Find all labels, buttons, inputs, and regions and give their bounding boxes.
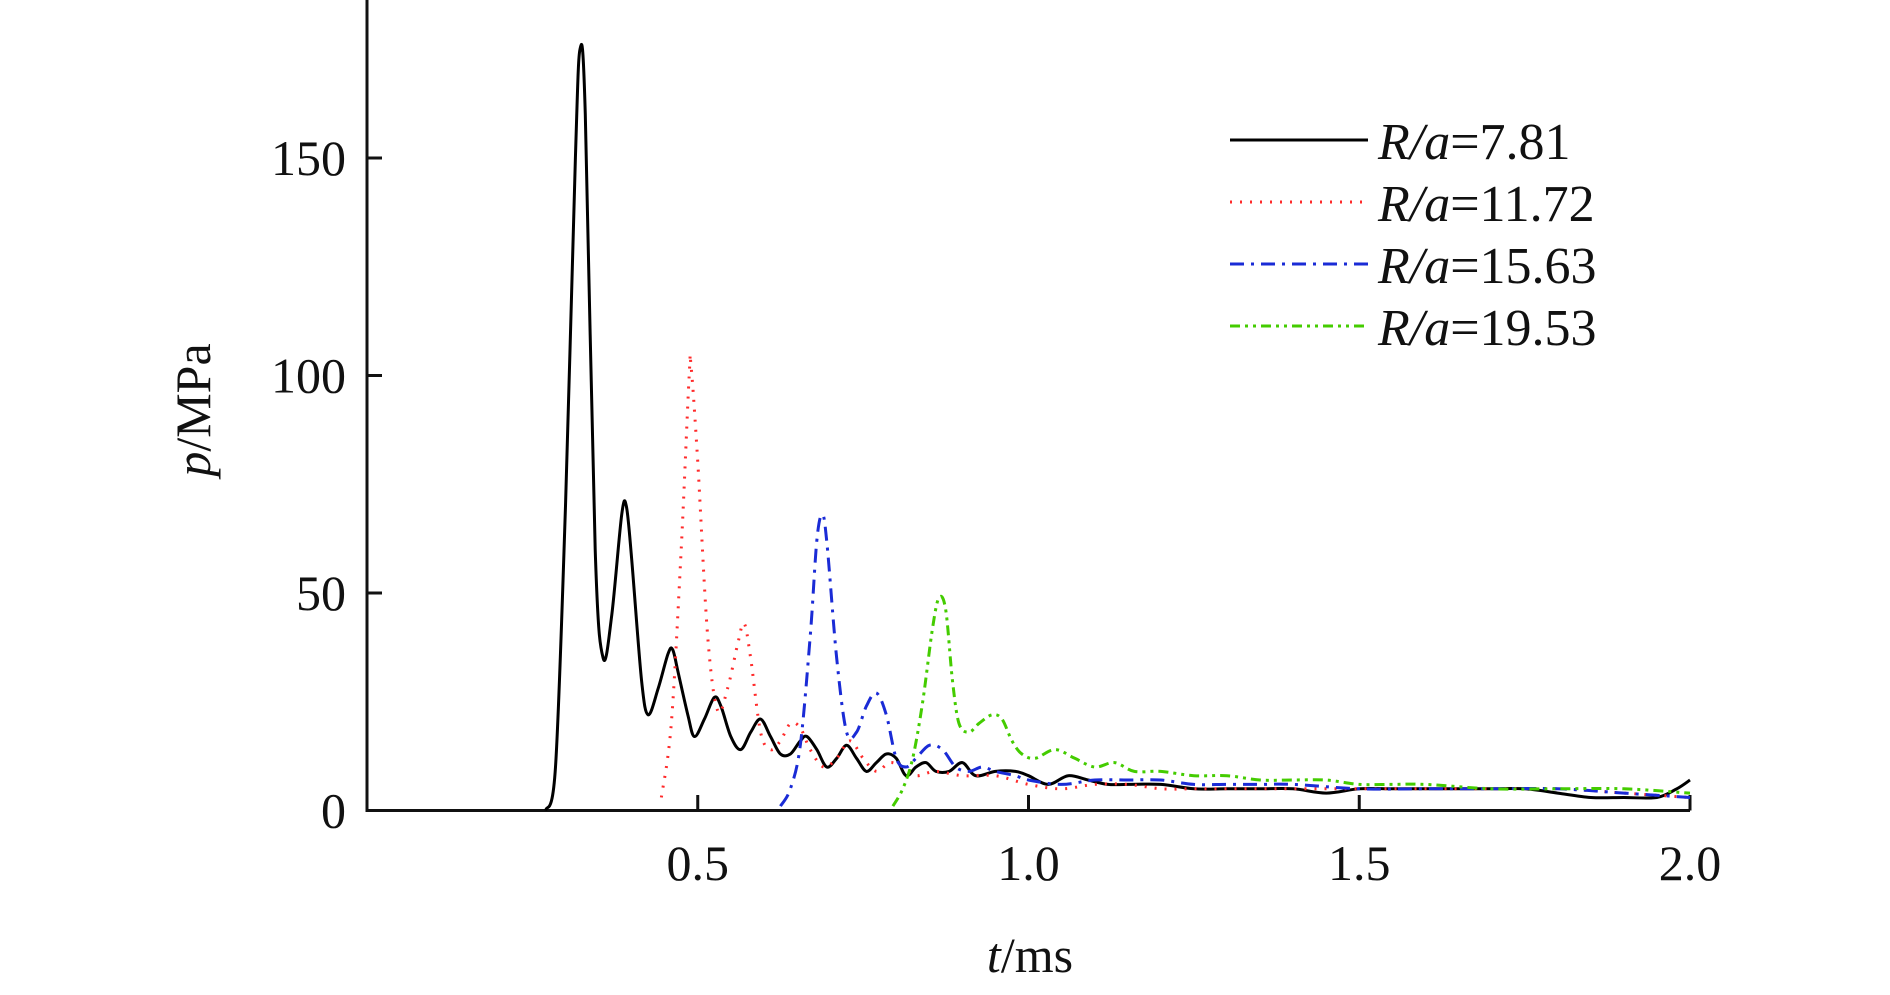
legend-label-3: R/a=19.53 <box>1377 300 1597 357</box>
legend-var: R/a <box>1377 176 1450 233</box>
y-tick-label: 50 <box>296 565 346 621</box>
legend-var: R/a <box>1377 114 1450 171</box>
x-ticks: 0.5 1.0 1.5 2.0 <box>667 795 1722 891</box>
legend-label-0: R/a=7.81 <box>1377 114 1571 171</box>
legend: R/a=7.81R/a=11.72R/a=15.63R/a=19.53 <box>1230 114 1597 357</box>
legend-value: =19.53 <box>1450 300 1596 357</box>
x-tick-label: 0.5 <box>667 835 730 891</box>
legend-value: =15.63 <box>1450 238 1596 295</box>
y-axis-label: p/MPa <box>165 343 221 479</box>
series-line-3 <box>891 594 1691 807</box>
y-axis-var: p <box>165 452 221 480</box>
series-line-1 <box>659 352 1691 799</box>
y-tick-label: 150 <box>271 130 346 186</box>
y-tick-label: 0 <box>321 783 346 839</box>
y-ticks: 0 50 100 150 <box>271 130 382 839</box>
series-line-0 <box>544 43 1691 812</box>
x-axis-label: t/ms <box>987 927 1073 983</box>
x-axis-unit: /ms <box>1001 927 1073 983</box>
legend-value: =7.81 <box>1450 114 1570 171</box>
series-line-2 <box>779 513 1691 807</box>
legend-var: R/a <box>1377 238 1450 295</box>
legend-value: =11.72 <box>1450 176 1594 233</box>
y-tick-label: 100 <box>271 348 346 404</box>
y-axis-unit: /MPa <box>165 343 221 451</box>
legend-label-2: R/a=15.63 <box>1377 238 1597 295</box>
x-tick-label: 1.0 <box>997 835 1060 891</box>
legend-label-1: R/a=11.72 <box>1377 176 1595 233</box>
x-tick-label: 1.5 <box>1328 835 1391 891</box>
series-layer <box>544 43 1691 812</box>
legend-var: R/a <box>1377 300 1450 357</box>
x-tick-label: 2.0 <box>1659 835 1722 891</box>
x-axis-var: t <box>987 927 1002 983</box>
